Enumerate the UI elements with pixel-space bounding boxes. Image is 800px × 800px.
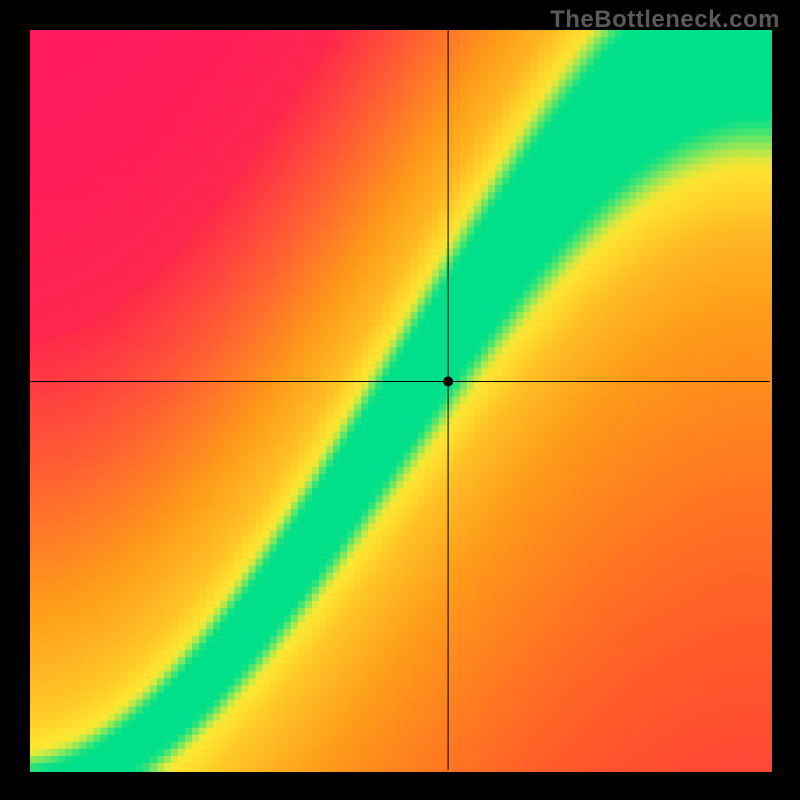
chart-container: { "watermark": { "text": "TheBottleneck.… [0, 0, 800, 800]
watermark-text: TheBottleneck.com [550, 6, 780, 34]
bottleneck-heatmap [0, 0, 800, 800]
